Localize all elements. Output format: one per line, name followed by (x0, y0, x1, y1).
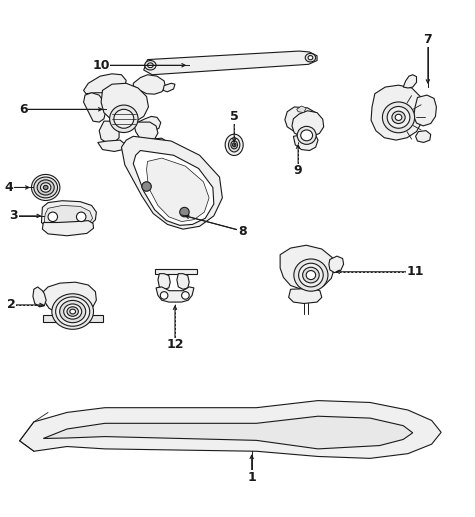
Ellipse shape (308, 55, 313, 60)
Polygon shape (42, 221, 94, 236)
Ellipse shape (67, 307, 78, 316)
Polygon shape (156, 287, 194, 302)
Circle shape (180, 207, 189, 217)
Ellipse shape (303, 267, 319, 283)
Polygon shape (43, 416, 413, 449)
Polygon shape (99, 121, 119, 143)
Ellipse shape (228, 138, 240, 152)
Ellipse shape (64, 304, 82, 319)
Text: 6: 6 (19, 103, 28, 116)
Ellipse shape (233, 143, 236, 147)
Polygon shape (147, 158, 209, 222)
Ellipse shape (231, 141, 238, 149)
Polygon shape (137, 116, 161, 131)
Text: 4: 4 (5, 181, 14, 194)
Polygon shape (280, 245, 334, 290)
Polygon shape (98, 140, 125, 151)
Ellipse shape (294, 259, 328, 291)
Circle shape (181, 292, 189, 299)
Polygon shape (371, 85, 425, 140)
Text: 12: 12 (166, 338, 184, 351)
Polygon shape (140, 138, 167, 150)
Polygon shape (158, 273, 170, 290)
Ellipse shape (148, 63, 153, 68)
Polygon shape (84, 93, 106, 122)
Text: 9: 9 (294, 164, 303, 177)
Ellipse shape (299, 263, 323, 287)
Ellipse shape (70, 309, 76, 314)
Ellipse shape (56, 297, 90, 326)
Ellipse shape (40, 183, 51, 192)
Ellipse shape (43, 185, 48, 190)
Polygon shape (329, 256, 343, 272)
Ellipse shape (306, 270, 316, 280)
Circle shape (160, 292, 168, 299)
Polygon shape (144, 51, 317, 75)
Polygon shape (289, 289, 322, 303)
Polygon shape (133, 122, 158, 141)
Polygon shape (403, 75, 417, 88)
Polygon shape (42, 282, 96, 315)
Polygon shape (43, 315, 103, 323)
Ellipse shape (60, 300, 86, 323)
Text: 1: 1 (247, 471, 256, 484)
Circle shape (48, 212, 57, 222)
Ellipse shape (110, 105, 138, 132)
Polygon shape (292, 111, 323, 137)
Ellipse shape (297, 126, 316, 144)
Polygon shape (122, 136, 222, 229)
Ellipse shape (31, 174, 60, 201)
Ellipse shape (34, 177, 57, 198)
Polygon shape (177, 273, 189, 290)
Text: 11: 11 (406, 265, 424, 278)
Polygon shape (101, 83, 149, 124)
Text: 7: 7 (424, 33, 432, 46)
Ellipse shape (395, 114, 402, 120)
Ellipse shape (114, 109, 134, 128)
Text: 10: 10 (92, 59, 110, 72)
Ellipse shape (145, 60, 156, 70)
Polygon shape (414, 95, 437, 126)
Circle shape (142, 182, 152, 191)
Polygon shape (84, 74, 126, 94)
Text: 5: 5 (230, 110, 238, 123)
Ellipse shape (52, 294, 94, 329)
Text: 2: 2 (7, 298, 16, 311)
Ellipse shape (305, 53, 316, 62)
Polygon shape (44, 205, 93, 227)
Polygon shape (19, 401, 441, 459)
Circle shape (76, 212, 86, 222)
Ellipse shape (382, 102, 415, 133)
Ellipse shape (387, 107, 410, 128)
Ellipse shape (301, 130, 313, 141)
Text: 8: 8 (238, 224, 247, 237)
Polygon shape (297, 106, 306, 113)
Polygon shape (163, 83, 175, 92)
Polygon shape (285, 107, 318, 131)
Polygon shape (133, 75, 165, 94)
Polygon shape (33, 287, 46, 307)
Ellipse shape (392, 111, 405, 124)
Ellipse shape (225, 134, 243, 156)
Polygon shape (133, 150, 214, 225)
Polygon shape (155, 269, 197, 273)
Polygon shape (294, 134, 318, 150)
Ellipse shape (37, 180, 54, 195)
Polygon shape (41, 201, 96, 230)
Text: 3: 3 (10, 209, 18, 222)
Polygon shape (416, 131, 431, 143)
